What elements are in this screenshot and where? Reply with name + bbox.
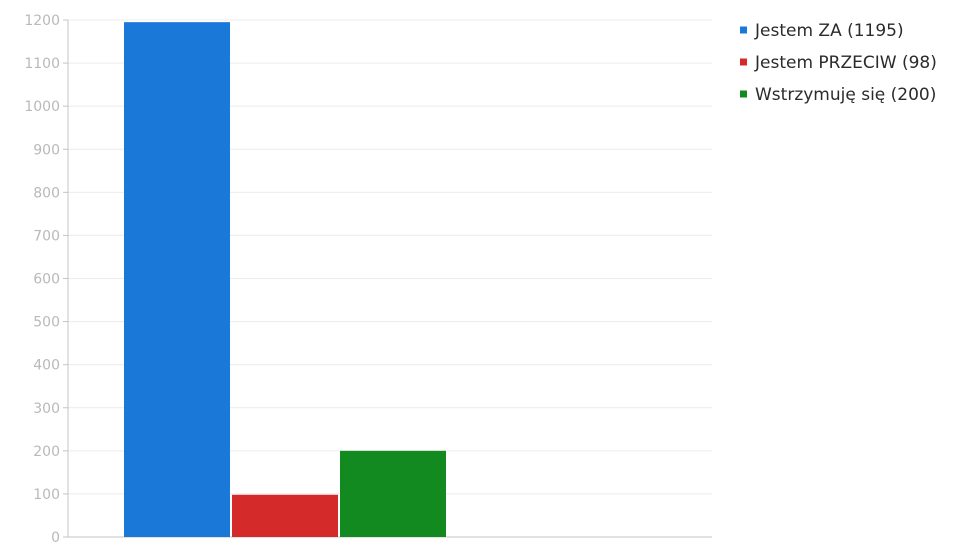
- legend-swatch: [740, 90, 747, 98]
- y-tick-label: 300: [33, 401, 60, 417]
- y-tick-label: 700: [33, 228, 60, 244]
- y-tick-labels: 0 100 200 300 400 500 600 700 800 900 1000 1100 1200: [24, 13, 60, 543]
- bars: [124, 22, 446, 537]
- bar-1: [124, 22, 230, 537]
- y-tick-label: 500: [33, 315, 60, 331]
- y-tick-label: 1000: [24, 99, 60, 115]
- legend: Jestem ZA (1195) Jestem PRZECIW (98) Wstrz…: [740, 21, 937, 105]
- y-tick-label: 800: [33, 185, 60, 201]
- legend-swatch: [740, 58, 747, 66]
- bar-2: [232, 494, 338, 537]
- legend-label: Jestem PRZECIW (98): [754, 53, 937, 73]
- y-tick-label: 600: [33, 272, 60, 288]
- legend-label: Jestem ZA (1195): [754, 21, 904, 41]
- y-tick-label: 900: [33, 142, 60, 158]
- y-tick-label: 100: [33, 487, 60, 503]
- legend-swatch: [740, 26, 747, 34]
- y-tick-label: 200: [33, 444, 60, 460]
- y-tick-label: 400: [33, 358, 60, 374]
- bar-3: [340, 450, 446, 537]
- y-tick-label: 1200: [24, 13, 60, 29]
- y-tick-label: 1100: [24, 56, 60, 72]
- y-tick-label: 0: [51, 530, 60, 543]
- legend-label: Wstrzymuję się (200): [755, 85, 936, 105]
